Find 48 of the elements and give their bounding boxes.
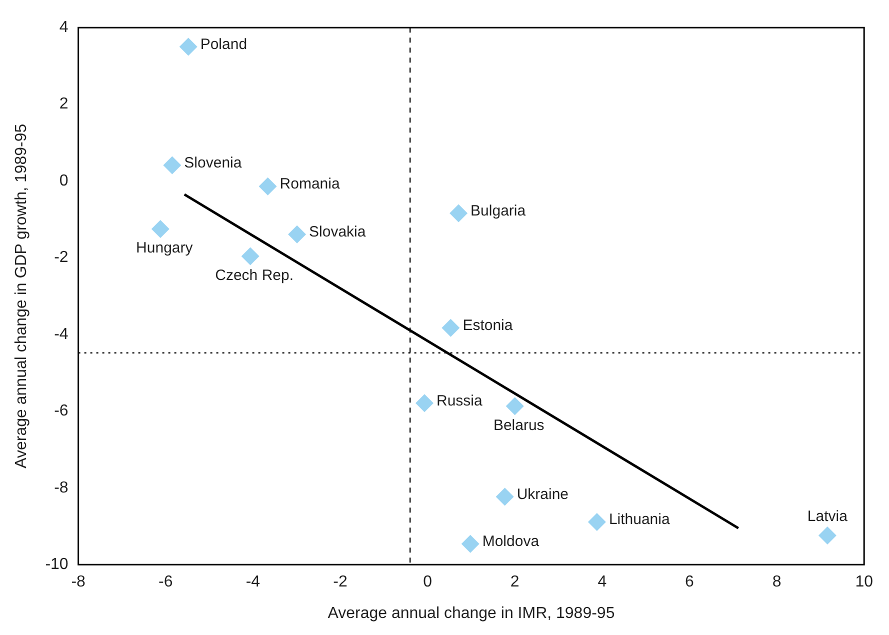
x-tick-label: -4 bbox=[246, 574, 260, 591]
x-tick-label: 4 bbox=[598, 574, 607, 591]
annotation: Latvia bbox=[807, 508, 848, 526]
point bbox=[258, 177, 277, 196]
annotation: Hungary bbox=[136, 240, 194, 257]
x-tick-label: -2 bbox=[333, 574, 348, 591]
x-tick-label: 8 bbox=[772, 574, 782, 591]
x-tick-label: -6 bbox=[158, 574, 173, 591]
point bbox=[461, 534, 480, 553]
annotation: Poland bbox=[200, 36, 248, 53]
y-tick-label: 2 bbox=[59, 96, 68, 113]
y-tick-label: -10 bbox=[45, 556, 68, 574]
y-tick-label: 0 bbox=[59, 172, 68, 190]
point bbox=[288, 225, 306, 244]
point bbox=[588, 513, 606, 532]
annotation: Belarus bbox=[493, 416, 544, 434]
annotation: Slovenia bbox=[184, 154, 242, 172]
x-tick-label: 6 bbox=[685, 574, 694, 591]
x-tick-label: 0 bbox=[423, 574, 432, 591]
x-tick-label: 2 bbox=[510, 574, 520, 591]
y-tick-label: -4 bbox=[54, 326, 68, 343]
x-axis-title: Average annual change in IMR, 1989-95 bbox=[328, 604, 615, 622]
point bbox=[450, 204, 468, 222]
annotation: Estonia bbox=[462, 317, 514, 334]
point bbox=[496, 488, 514, 506]
point bbox=[416, 394, 434, 412]
annotation: Czech Rep. bbox=[215, 266, 294, 284]
annotation: Lithuania bbox=[608, 511, 670, 528]
annotation: Slovakia bbox=[309, 223, 366, 240]
point bbox=[442, 318, 460, 337]
x-tick-label: 10 bbox=[855, 574, 874, 591]
point bbox=[179, 38, 198, 56]
annotation: Moldova bbox=[482, 533, 540, 550]
y-tick-label: -6 bbox=[54, 402, 68, 420]
point bbox=[818, 526, 836, 544]
point bbox=[151, 220, 170, 238]
point bbox=[506, 397, 524, 416]
y-tick-label: -8 bbox=[54, 479, 68, 496]
annotation: Russia bbox=[436, 392, 484, 410]
y-tick-label: 4 bbox=[59, 19, 68, 36]
y-tick-label: -2 bbox=[54, 249, 68, 266]
point bbox=[163, 156, 182, 174]
annotation: Bulgaria bbox=[470, 202, 526, 220]
annotation: Ukraine bbox=[516, 486, 569, 503]
point bbox=[241, 247, 260, 266]
annotation: Romania bbox=[280, 176, 340, 193]
x-tick-label: -8 bbox=[71, 574, 86, 591]
y-axis-title: Average annual change in GDP growth, 1989-95 bbox=[13, 124, 30, 468]
